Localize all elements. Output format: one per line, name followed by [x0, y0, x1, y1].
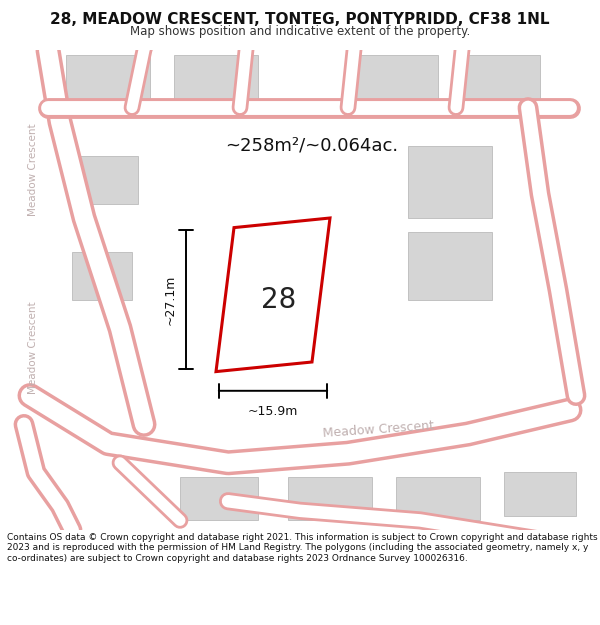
- Polygon shape: [72, 252, 132, 299]
- Polygon shape: [354, 55, 438, 102]
- Polygon shape: [78, 156, 138, 204]
- Text: ~258m²/~0.064ac.: ~258m²/~0.064ac.: [226, 137, 398, 155]
- Text: Meadow Crescent: Meadow Crescent: [28, 124, 38, 216]
- Text: 28, MEADOW CRESCENT, TONTEG, PONTYPRIDD, CF38 1NL: 28, MEADOW CRESCENT, TONTEG, PONTYPRIDD,…: [50, 12, 550, 28]
- Polygon shape: [396, 478, 480, 521]
- Polygon shape: [180, 478, 258, 521]
- Text: Meadow Crescent: Meadow Crescent: [28, 301, 38, 394]
- Text: Meadow Crescent: Meadow Crescent: [322, 419, 434, 439]
- Polygon shape: [288, 478, 372, 521]
- Polygon shape: [504, 472, 576, 516]
- Polygon shape: [408, 232, 492, 299]
- Polygon shape: [408, 146, 492, 218]
- Text: 28: 28: [262, 286, 296, 314]
- Polygon shape: [174, 55, 258, 102]
- Text: ~15.9m: ~15.9m: [248, 405, 298, 418]
- Polygon shape: [66, 55, 150, 102]
- Text: Contains OS data © Crown copyright and database right 2021. This information is : Contains OS data © Crown copyright and d…: [7, 533, 598, 562]
- Polygon shape: [456, 55, 540, 102]
- Polygon shape: [216, 218, 330, 372]
- Text: ~27.1m: ~27.1m: [164, 274, 177, 325]
- Text: Map shows position and indicative extent of the property.: Map shows position and indicative extent…: [130, 24, 470, 38]
